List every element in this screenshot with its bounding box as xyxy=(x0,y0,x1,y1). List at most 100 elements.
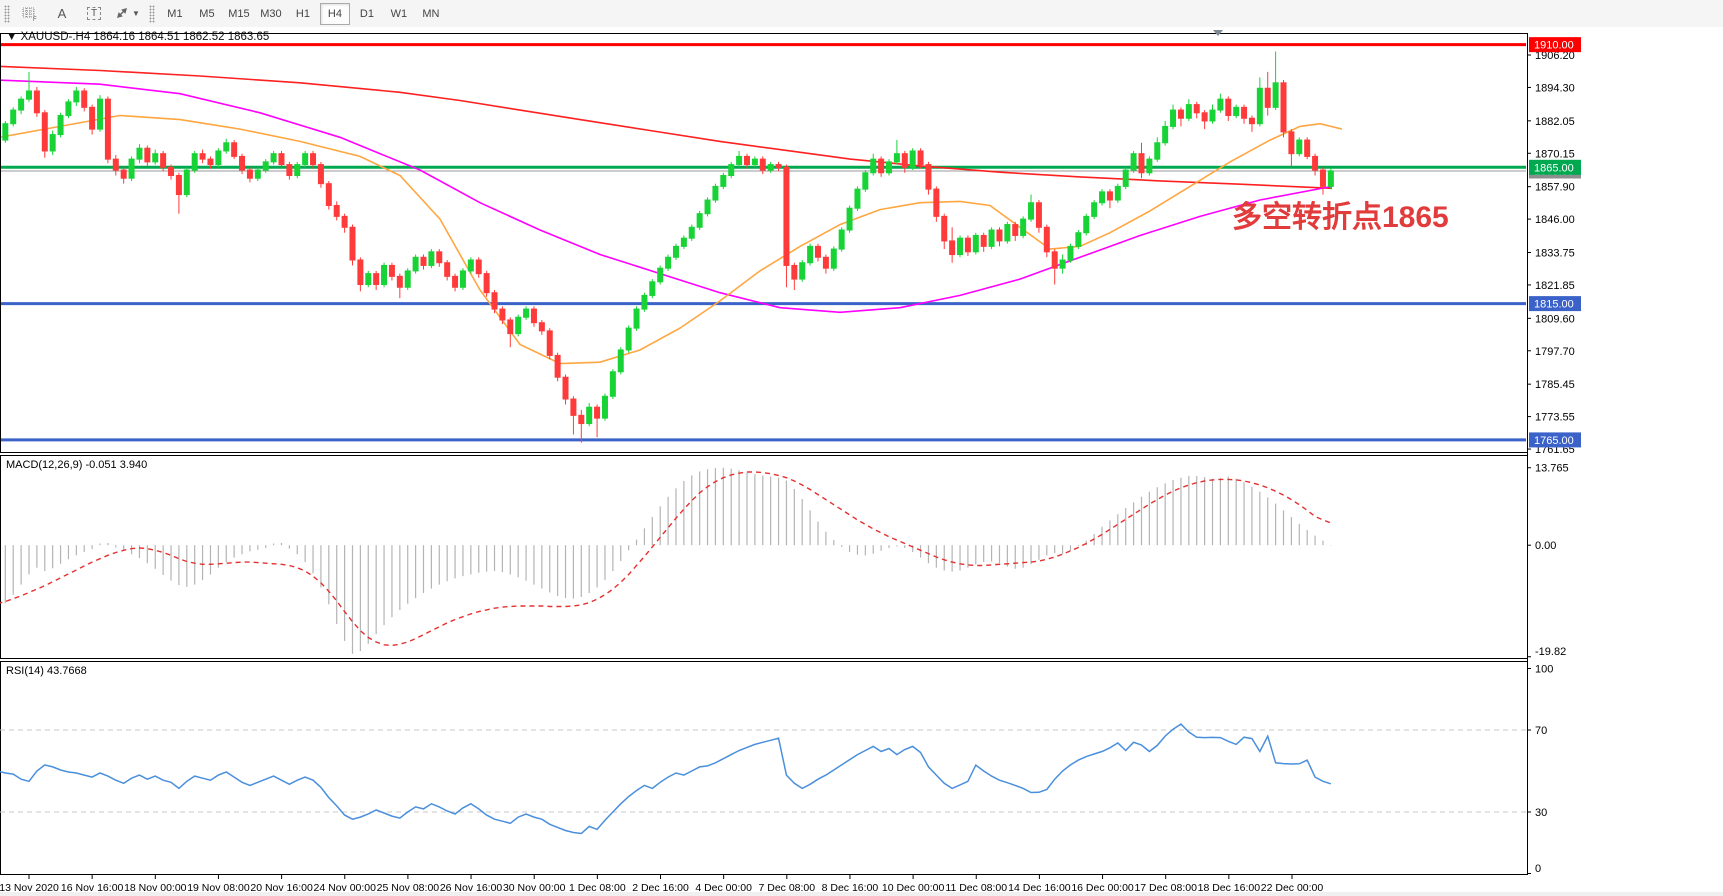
candle-body xyxy=(278,153,285,166)
macd-label: MACD(12,26,9) -0.051 3.940 xyxy=(6,459,147,471)
tf-button-m1[interactable]: M1 xyxy=(167,7,183,20)
tf-button-m5[interactable]: M5 xyxy=(199,7,215,20)
object-marker-icon[interactable] xyxy=(1213,30,1223,36)
panel-border-2 xyxy=(0,661,1528,875)
time-tick-label: 18 Nov 00:00 xyxy=(124,882,187,894)
candle-body xyxy=(223,142,230,152)
candle-body xyxy=(696,213,703,228)
candle-body xyxy=(199,153,206,160)
tf-button-w1[interactable]: W1 xyxy=(390,7,408,20)
candle-body xyxy=(783,166,790,266)
candle-body xyxy=(720,174,727,187)
tf-button-mn[interactable]: MN xyxy=(422,7,440,20)
candles-layer xyxy=(2,51,1334,443)
text-a-icon[interactable]: A xyxy=(57,6,67,21)
candle-body xyxy=(901,153,908,168)
candle-body xyxy=(507,319,514,335)
candle-body xyxy=(1217,98,1224,111)
tf-button-d1[interactable]: D1 xyxy=(359,7,374,20)
candle-body xyxy=(1020,218,1027,236)
rsi-tick-label: 70 xyxy=(1535,725,1547,737)
candle-body xyxy=(404,270,411,288)
candle-body xyxy=(988,229,995,247)
candle-body xyxy=(822,256,829,269)
candle-body xyxy=(491,292,498,310)
candle-body xyxy=(672,245,679,258)
candle-body xyxy=(815,245,821,258)
price-tick-label: 1785.45 xyxy=(1535,379,1575,391)
svg-text:1765.00: 1765.00 xyxy=(1534,435,1574,447)
candle-body xyxy=(452,275,459,288)
candle-body xyxy=(341,215,348,228)
time-tick-label: 20 Nov 16:00 xyxy=(250,882,313,894)
candle-body xyxy=(160,153,167,168)
candle-body xyxy=(586,406,593,425)
candle-body xyxy=(128,158,135,179)
tf-button-h4[interactable]: H4 xyxy=(319,2,350,25)
candle-body xyxy=(562,376,569,400)
toolbar-drag-handle-2[interactable] xyxy=(148,4,155,23)
top-toolbar: F A T ▼ M1 M5 M15 M30 H1 H4 D1 W1 MN xyxy=(0,0,1723,28)
candle-body xyxy=(601,395,608,419)
price-axis: 1906.20 1894.30 1882.05 1870.15 1857.90 1846.… xyxy=(1527,37,1581,456)
svg-text:1815.00: 1815.00 xyxy=(1534,299,1574,311)
candle-body xyxy=(396,275,403,288)
candle-body xyxy=(886,161,893,174)
candle-body xyxy=(728,164,735,176)
candle-body xyxy=(972,234,979,253)
candle-body xyxy=(325,183,332,206)
candle-body xyxy=(1035,202,1042,228)
tf-button-h1[interactable]: H1 xyxy=(295,7,310,20)
candle-body xyxy=(112,158,119,171)
candle-body xyxy=(365,273,372,286)
price-tick-label: 1870.15 xyxy=(1535,148,1575,160)
candle-body xyxy=(1296,139,1303,155)
candle-body xyxy=(104,98,111,160)
candle-body xyxy=(310,153,317,166)
time-axis[interactable]: 13 Nov 2020 16 Nov 16:00 18 Nov 00:00 19 No… xyxy=(0,875,1323,894)
toolbar-drag-handle[interactable] xyxy=(4,4,10,23)
candle-body xyxy=(870,158,877,174)
candle-body xyxy=(286,164,293,176)
text-label-t-icon[interactable]: T xyxy=(79,3,109,25)
candle-body xyxy=(657,267,664,283)
candle-body xyxy=(89,106,96,130)
time-tick-label: 10 Dec 00:00 xyxy=(882,882,945,894)
svg-text:1910.00: 1910.00 xyxy=(1534,40,1574,52)
candle-body xyxy=(538,322,545,332)
time-tick-label: 4 Dec 00:00 xyxy=(695,882,752,894)
candle-body xyxy=(302,153,309,166)
tf-button-m15[interactable]: M15 xyxy=(228,7,250,20)
candle-body xyxy=(207,158,214,166)
indicators-grid-f-icon[interactable]: F xyxy=(15,3,45,25)
candle-body xyxy=(704,199,711,215)
candle-body xyxy=(231,142,238,157)
bottom-strip xyxy=(0,892,1723,896)
candle-body xyxy=(1162,125,1169,144)
dropdown-caret-icon[interactable]: ▼ xyxy=(132,9,140,18)
time-tick-label: 26 Nov 16:00 xyxy=(440,882,503,894)
ma-mid-magenta xyxy=(1,79,1333,314)
candle-body xyxy=(617,349,624,373)
candle-body xyxy=(467,259,474,272)
annotation-text: 多空转折点1865 xyxy=(1232,201,1449,234)
candle-body xyxy=(554,354,561,378)
price-tick-label: 1882.05 xyxy=(1535,116,1575,128)
candle-body xyxy=(33,90,40,114)
candle-body xyxy=(2,123,9,141)
tf-button-m30[interactable]: M30 xyxy=(260,7,282,20)
chart-area[interactable]: 多空转折点1865 ▼ XAUUSD-.H4 1864.16 1864.51 18… xyxy=(0,27,1723,896)
candle-body xyxy=(1114,185,1121,201)
rsi-label: RSI(14) 43.7668 xyxy=(6,665,87,677)
cursor-arrows-icon[interactable]: ▼ xyxy=(111,3,144,25)
time-tick-label: 24 Nov 00:00 xyxy=(314,882,377,894)
time-tick-label: 2 Dec 16:00 xyxy=(632,882,689,894)
candle-body xyxy=(18,98,25,111)
candle-body xyxy=(357,259,364,286)
candle-body xyxy=(941,215,948,242)
macd-panel: MACD(12,26,9) -0.051 3.940 13.765 0.00 -19.… xyxy=(0,459,1569,658)
time-tick-label: 7 Dec 08:00 xyxy=(758,882,815,894)
candle-body xyxy=(175,174,182,196)
candle-body xyxy=(523,308,530,318)
